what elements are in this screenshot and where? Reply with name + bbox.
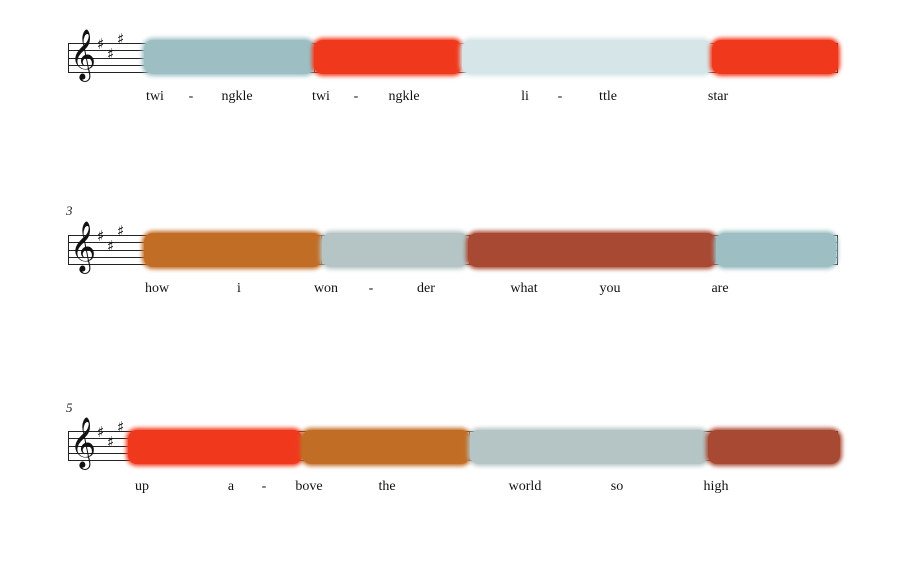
note-highlight-segment xyxy=(712,40,838,74)
note-highlight-segment xyxy=(302,430,470,464)
lyric-syllable: high xyxy=(703,479,729,494)
treble-clef-icon: 𝄞 xyxy=(70,221,97,272)
lyric-syllable: what xyxy=(510,281,538,296)
note-highlight-segment xyxy=(144,40,314,74)
note-highlight-segment xyxy=(322,233,468,267)
note-highlight-segment xyxy=(462,40,712,74)
treble-clef-icon: 𝄞 xyxy=(70,417,97,468)
key-signature-sharps-icon: ♯ ♯ ♯ xyxy=(97,222,125,255)
lyric-syllable: you xyxy=(599,281,621,296)
lyric-syllable: the xyxy=(378,479,396,494)
lyric-syllable: how xyxy=(144,281,170,296)
lyric-syllable: are xyxy=(711,281,729,296)
note-highlight-segment xyxy=(716,233,836,267)
lyric-syllable: li xyxy=(521,89,529,104)
lyric-hyphen: - xyxy=(557,89,563,104)
lyric-syllable: won xyxy=(313,281,339,296)
lyric-hyphen: - xyxy=(188,89,194,104)
lyric-syllable: ngkle xyxy=(388,89,420,104)
lyric-syllable: twi xyxy=(146,89,164,104)
lyric-syllable: i xyxy=(237,281,241,296)
measure-number: 3 xyxy=(66,203,73,218)
note-highlight-segment xyxy=(128,430,302,464)
treble-clef-icon: 𝄞 xyxy=(70,29,97,80)
note-highlight-segment xyxy=(144,233,322,267)
measure-number: 5 xyxy=(66,400,73,415)
key-signature-sharps-icon: ♯ ♯ ♯ xyxy=(97,418,125,451)
staff-system-1: 𝄞 ♯ ♯ ♯ twi - ngkle twi - ngkle li - ttle … xyxy=(0,28,903,138)
note-highlight-segment xyxy=(708,430,840,464)
lyric-syllable: a xyxy=(227,479,235,494)
note-highlight-segment xyxy=(470,430,708,464)
lyric-syllable: world xyxy=(508,479,542,494)
lyric-syllable: ngkle xyxy=(221,89,253,104)
note-highlight-segment xyxy=(314,40,462,74)
staff-system-2: 3 𝄞 ♯ ♯ ♯ how i won - der what you are xyxy=(0,200,903,310)
note-highlight-segment xyxy=(468,233,716,267)
lyric-syllable: star xyxy=(707,89,729,104)
staff-system-3: 5 𝄞 ♯ ♯ ♯ up a - bove the world so high xyxy=(0,397,903,507)
lyric-syllable: der xyxy=(417,281,435,296)
lyric-syllable: twi xyxy=(312,89,330,104)
lyric-syllable: so xyxy=(610,479,624,494)
key-signature-sharps-icon: ♯ ♯ ♯ xyxy=(97,30,125,63)
lyric-hyphen: - xyxy=(261,479,267,494)
lyric-syllable: up xyxy=(135,479,149,494)
lyric-syllable: ttle xyxy=(599,89,617,104)
lyric-syllable: bove xyxy=(295,479,323,494)
lyric-hyphen: - xyxy=(353,89,359,104)
lyric-hyphen: - xyxy=(368,281,374,296)
